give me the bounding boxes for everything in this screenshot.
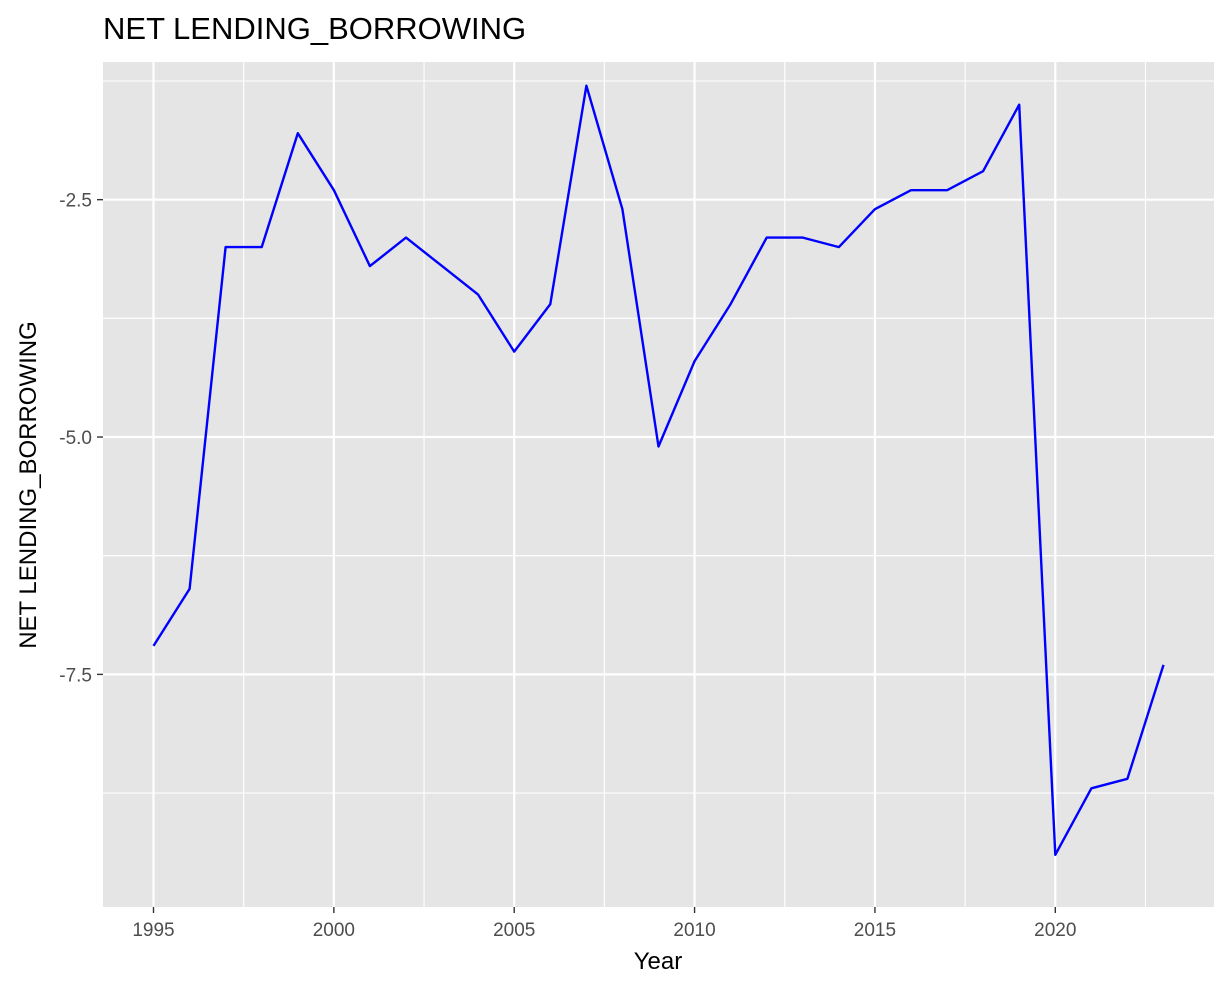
x-tick-label: 2005	[493, 920, 535, 941]
y-tick-label: -5.0	[59, 428, 92, 449]
x-axis-title: Year	[634, 948, 683, 975]
y-tick-label: -7.5	[59, 665, 92, 686]
x-tick-label: 1995	[132, 920, 174, 941]
y-tick-label: -2.5	[59, 191, 92, 212]
y-axis-title: NET LENDING_BORROWING	[15, 321, 42, 649]
chart-title: NET LENDING_BORROWING	[103, 11, 526, 46]
plot-panel	[103, 62, 1214, 907]
x-tick-label: 2000	[313, 920, 355, 941]
x-tick-label: 2010	[673, 920, 715, 941]
major-gridlines	[103, 62, 1214, 907]
series-line	[152, 84, 1165, 856]
x-tick-label: 2015	[854, 920, 896, 941]
y-axis: -2.5 -5.0 -7.5	[59, 191, 103, 686]
x-axis: 1995 2000 2005 2010 2015 2020	[132, 907, 1076, 941]
x-tick-label: 2020	[1034, 920, 1076, 941]
